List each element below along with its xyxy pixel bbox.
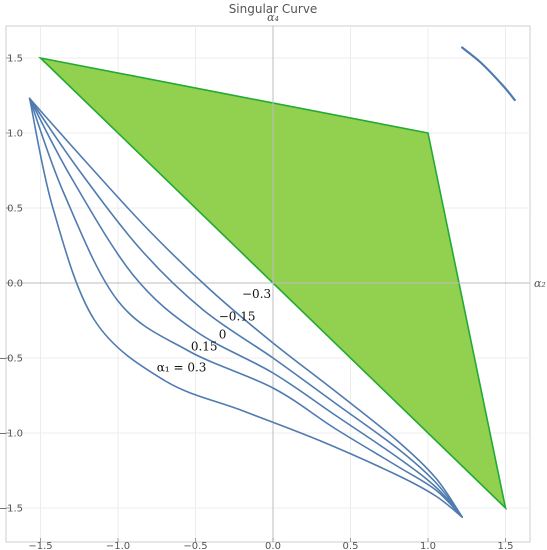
curve-label: −0.3 — [242, 287, 271, 301]
x-axis-label: α₂ — [534, 277, 546, 290]
curve-label: 0 — [219, 328, 227, 342]
curve-label: α₁ = 0.3 — [157, 361, 207, 375]
corner-curve — [461, 46, 516, 102]
x-tick-label: −1.5 — [28, 541, 52, 550]
x-tick-label: −1.0 — [106, 541, 130, 550]
series-curve — [28, 97, 463, 518]
series-curve — [28, 97, 463, 518]
y-tick-label: 1.5 — [7, 54, 23, 65]
x-tick-label: 0.0 — [265, 541, 281, 550]
curve-series — [28, 46, 516, 518]
tick-labels: −1.5 −1.0 −0.5 0.0 0.5 1.0 1.5 1.5 1.0 0.5 0.0 −0.5… — [0, 54, 513, 550]
y-tick-label: 1.0 — [7, 129, 23, 140]
y-tick-label: 0.0 — [7, 279, 23, 290]
y-tick-label: −1.0 — [0, 429, 23, 440]
series-curve — [28, 97, 463, 518]
y-tick-label: −1.5 — [0, 504, 23, 515]
x-tick-label: 1.5 — [498, 541, 514, 550]
chart-title: Singular Curve — [229, 2, 318, 16]
curve-label: 0.15 — [191, 340, 218, 354]
x-tick-label: −0.5 — [183, 541, 207, 550]
x-tick-label: 1.0 — [420, 541, 436, 550]
curve-annotations: −0.3 −0.15 00.15 α₁ = 0.3 — [157, 287, 271, 375]
axes — [6, 26, 530, 542]
y-tick-label: 0.5 — [7, 204, 23, 215]
series-curve — [28, 97, 463, 518]
y-tick-label: −0.5 — [0, 354, 23, 365]
series-curve — [28, 97, 463, 518]
x-tick-label: 0.5 — [343, 541, 359, 550]
y-axis-label: α₄ — [267, 11, 279, 24]
curve-label: −0.15 — [219, 310, 256, 324]
